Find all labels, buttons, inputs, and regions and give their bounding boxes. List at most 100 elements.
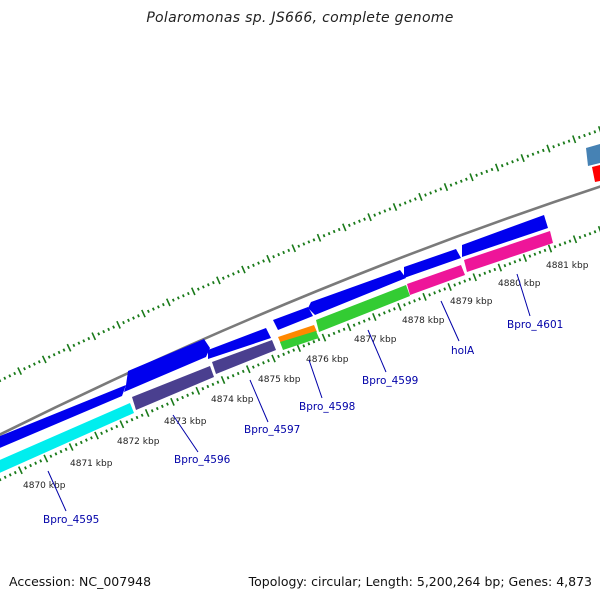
tick-mark bbox=[211, 280, 215, 285]
feature-green[interactable] bbox=[280, 331, 319, 350]
feature-green[interactable] bbox=[316, 285, 410, 332]
tick-mark bbox=[372, 312, 377, 322]
tick-mark bbox=[13, 371, 17, 376]
cds-arrow[interactable] bbox=[462, 215, 548, 257]
tick-mark bbox=[191, 391, 195, 395]
tick-mark bbox=[59, 449, 63, 454]
tick-mark bbox=[443, 183, 449, 192]
feature-slate[interactable] bbox=[132, 366, 214, 410]
tick-mark bbox=[94, 431, 99, 440]
gene-label-bpro-4595[interactable]: Bpro_4595 bbox=[43, 514, 99, 526]
tick-mark bbox=[408, 301, 411, 305]
cds-arrow[interactable] bbox=[124, 339, 210, 392]
tick-mark bbox=[337, 329, 341, 333]
gene-label-bpro-4599[interactable]: Bpro_4599 bbox=[362, 375, 418, 387]
gene-label-bpro-4597[interactable]: Bpro_4597 bbox=[244, 424, 300, 436]
tick-mark bbox=[262, 259, 265, 263]
tick-mark bbox=[526, 154, 530, 158]
cds-arrow[interactable] bbox=[308, 270, 406, 315]
tick-mark bbox=[546, 144, 551, 153]
tick-mark bbox=[171, 298, 175, 302]
tick-mark bbox=[468, 277, 472, 281]
tick-mark bbox=[552, 145, 555, 149]
outer-tick-ring bbox=[0, 125, 600, 383]
feature-pink[interactable] bbox=[464, 231, 553, 272]
tick-mark bbox=[122, 320, 125, 325]
tick-mark bbox=[151, 307, 155, 311]
tick-mark bbox=[382, 311, 386, 315]
gene-label-bpro-4598[interactable]: Bpro_4598 bbox=[299, 401, 355, 413]
tick-mark bbox=[257, 261, 260, 265]
feature-cyan[interactable] bbox=[0, 403, 134, 475]
cds-arrow[interactable] bbox=[404, 249, 461, 278]
tick-mark bbox=[449, 183, 453, 187]
tick-mark bbox=[538, 250, 542, 254]
tick-mark bbox=[150, 409, 154, 413]
tick-mark bbox=[321, 333, 327, 342]
forward-cds-track bbox=[0, 144, 600, 450]
tick-mark bbox=[277, 252, 281, 257]
gene-label-hola[interactable]: holA bbox=[451, 345, 475, 357]
tick-mark bbox=[593, 230, 597, 234]
tick-mark bbox=[3, 376, 7, 380]
tick-mark bbox=[272, 255, 275, 259]
tick-mark bbox=[403, 303, 406, 307]
gene-label-bpro-4596[interactable]: Bpro_4596 bbox=[174, 454, 231, 466]
tick-mark bbox=[373, 213, 377, 217]
tick-mark bbox=[252, 263, 255, 267]
tick-mark bbox=[82, 339, 86, 343]
tick-mark bbox=[245, 365, 251, 374]
leader-line bbox=[440, 300, 460, 342]
cds-arrow[interactable] bbox=[586, 144, 600, 166]
tick-mark bbox=[3, 475, 7, 479]
tick-mark bbox=[297, 244, 301, 248]
tick-mark bbox=[115, 424, 119, 429]
tick-mark bbox=[353, 221, 356, 225]
tick-mark bbox=[266, 254, 271, 263]
tick-mark bbox=[388, 207, 392, 211]
kbp-label: 4878 kbp bbox=[402, 316, 445, 326]
tick-mark bbox=[363, 217, 366, 221]
tick-mark bbox=[57, 350, 61, 355]
tick-mark bbox=[583, 133, 586, 138]
tick-mark bbox=[220, 375, 226, 385]
tick-mark bbox=[508, 262, 512, 266]
feature-red[interactable] bbox=[592, 165, 600, 182]
tick-mark bbox=[520, 154, 525, 163]
tick-mark bbox=[478, 273, 482, 277]
tick-mark bbox=[226, 376, 230, 380]
kbp-label: 4870 kbp bbox=[23, 481, 66, 491]
feature-slate[interactable] bbox=[212, 340, 276, 374]
tick-mark bbox=[553, 245, 557, 249]
tick-mark bbox=[140, 413, 144, 417]
tick-mark bbox=[52, 353, 56, 357]
tick-mark bbox=[216, 276, 221, 285]
tick-mark bbox=[346, 323, 352, 332]
tick-mark bbox=[503, 263, 507, 268]
tick-mark bbox=[256, 363, 260, 367]
feature-pink[interactable] bbox=[407, 265, 465, 295]
tick-mark bbox=[597, 125, 600, 133]
tick-mark bbox=[463, 279, 467, 283]
cds-arrow[interactable] bbox=[208, 328, 271, 359]
leader-line bbox=[367, 329, 387, 373]
tick-mark bbox=[434, 189, 438, 193]
tick-mark bbox=[568, 239, 572, 243]
cds-arrow[interactable] bbox=[273, 307, 313, 330]
tick-mark bbox=[332, 331, 336, 336]
tick-mark bbox=[490, 167, 494, 172]
feature-orange[interactable] bbox=[278, 325, 317, 344]
cds-arrow[interactable] bbox=[0, 385, 126, 450]
tick-mark bbox=[392, 202, 398, 212]
tick-mark bbox=[277, 354, 280, 359]
tick-mark bbox=[287, 248, 291, 253]
tick-mark bbox=[144, 408, 150, 418]
tick-mark bbox=[533, 252, 537, 256]
tick-mark bbox=[84, 438, 88, 442]
gene-label-bpro-4601[interactable]: Bpro_4601 bbox=[507, 319, 563, 331]
tick-mark bbox=[511, 160, 514, 164]
kbp-label: 4872 kbp bbox=[117, 437, 160, 447]
tick-mark bbox=[588, 232, 592, 236]
tick-mark bbox=[34, 461, 38, 465]
